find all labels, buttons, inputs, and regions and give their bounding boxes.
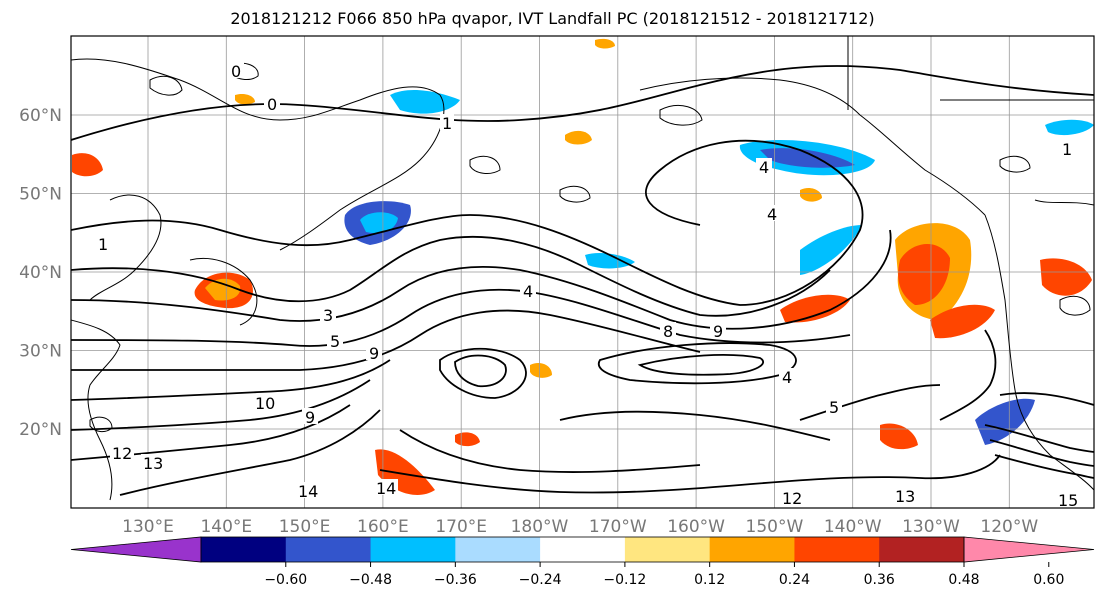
lon-tick-label: 130°W bbox=[902, 517, 960, 537]
contour-label: 4 bbox=[523, 282, 533, 301]
contour-label: 13 bbox=[143, 454, 163, 473]
contour-label: 14 bbox=[298, 482, 318, 501]
colorbar-tick-label: −0.36 bbox=[434, 572, 477, 588]
colorbar-segment bbox=[709, 537, 795, 562]
contour-label-group: 0 0 1 1 1 3 5 9 9 10 12 13 14 1 bbox=[96, 62, 1080, 510]
contour-label: 1 bbox=[442, 114, 452, 133]
map-border bbox=[70, 35, 1095, 509]
colorbar-tick-label: 0.12 bbox=[694, 572, 725, 588]
colorbar-tick-label: −0.60 bbox=[264, 572, 307, 588]
contour-label: 9 bbox=[713, 322, 723, 341]
contour-label: 1 bbox=[98, 235, 108, 254]
contour-label: 4 bbox=[782, 368, 792, 387]
latitude-labels: 60°N 50°N 40°N 30°N 20°N bbox=[19, 106, 62, 440]
contour-label: 3 bbox=[323, 306, 333, 325]
colorbar-extend-min bbox=[70, 536, 202, 563]
colorbar-tick-label: 0.60 bbox=[1033, 572, 1064, 588]
colorbar-outline bbox=[200, 536, 965, 563]
lon-tick-label: 170°W bbox=[589, 517, 647, 537]
lat-tick-label: 60°N bbox=[19, 106, 62, 126]
lon-tick-label: 160°W bbox=[667, 517, 725, 537]
lon-tick-label: 150°E bbox=[279, 517, 331, 537]
lon-tick-label: 150°W bbox=[746, 517, 804, 537]
contour-label: 13 bbox=[895, 487, 915, 506]
contour-label: 0 bbox=[231, 62, 241, 81]
contour-label: 4 bbox=[767, 205, 777, 224]
lat-tick-label: 30°N bbox=[19, 342, 62, 362]
colorbar-segment bbox=[285, 537, 372, 562]
contour-label: 8 bbox=[663, 322, 673, 341]
contour-label: 14 bbox=[376, 479, 396, 498]
lat-tick-label: 50°N bbox=[19, 185, 62, 205]
colorbar-segment bbox=[879, 537, 965, 562]
contour-label: 15 bbox=[1058, 491, 1078, 510]
colorbar-segment bbox=[455, 537, 541, 562]
contour-label: 12 bbox=[782, 489, 802, 508]
colorbar-tick-label: 0.24 bbox=[779, 572, 810, 588]
contour-label: 1 bbox=[1062, 140, 1072, 159]
colorbar-tick-label: 0.48 bbox=[948, 572, 979, 588]
lon-tick-label: 140°E bbox=[200, 517, 252, 537]
colorbar-tick-label: −0.24 bbox=[519, 572, 562, 588]
colorbar-segment bbox=[624, 537, 711, 562]
longitude-labels: 130°E 140°E 150°E 160°E 170°E 180°W 170°W 160°W… bbox=[122, 517, 1038, 537]
contour-label: 5 bbox=[330, 332, 340, 351]
colorbar-segment bbox=[370, 537, 456, 562]
shaded-anomalies bbox=[72, 38, 1094, 495]
lon-tick-label: 160°E bbox=[357, 517, 409, 537]
contour-label: 10 bbox=[255, 394, 275, 413]
lon-tick-label: 120°W bbox=[980, 517, 1038, 537]
contour-label: 9 bbox=[305, 408, 315, 427]
lat-tick-label: 40°N bbox=[19, 263, 62, 283]
contour-label: 0 bbox=[267, 95, 277, 114]
contour-label: 5 bbox=[829, 398, 839, 417]
colorbar-tick-labels: −0.60 −0.48 −0.36 −0.24 −0.12 0.12 0.24 0.36 0.4… bbox=[264, 572, 1064, 588]
map-title: 2018121212 F066 850 hPa qvapor, IVT Land… bbox=[230, 9, 875, 28]
contour-label: 9 bbox=[369, 344, 379, 363]
lon-tick-label: 130°E bbox=[122, 517, 174, 537]
contour-label: 12 bbox=[112, 444, 132, 463]
colorbar bbox=[70, 536, 1095, 567]
gridlines bbox=[71, 36, 1094, 508]
lon-tick-label: 170°E bbox=[435, 517, 487, 537]
colorbar-segment bbox=[201, 537, 287, 562]
contour-label: 4 bbox=[759, 158, 769, 177]
colorbar-extend-max bbox=[963, 536, 1095, 563]
colorbar-tick-label: −0.12 bbox=[603, 572, 646, 588]
lat-tick-label: 20°N bbox=[19, 420, 62, 440]
colorbar-tick-label: −0.48 bbox=[349, 572, 392, 588]
lon-tick-label: 140°W bbox=[824, 517, 882, 537]
colorbar-segment bbox=[794, 537, 880, 562]
lon-tick-label: 180°W bbox=[511, 517, 569, 537]
contour-lines bbox=[71, 65, 1094, 496]
colorbar-tick-label: 0.36 bbox=[864, 572, 895, 588]
colorbar-segment bbox=[540, 537, 626, 562]
